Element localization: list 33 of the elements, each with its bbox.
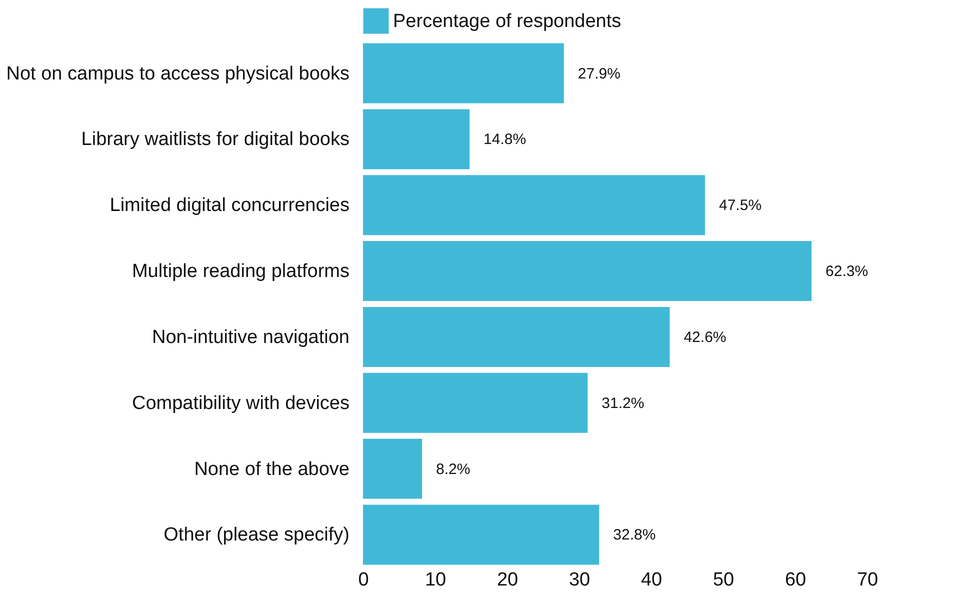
bar bbox=[363, 372, 588, 433]
data-label: 32.8% bbox=[613, 526, 656, 544]
bar bbox=[363, 504, 600, 565]
y-tick-label: Library waitlists for digital books bbox=[81, 129, 350, 150]
data-label: 31.2% bbox=[602, 394, 644, 412]
x-tick-label: 30 bbox=[568, 570, 590, 590]
data-label: 27.9% bbox=[578, 65, 620, 82]
x-tick-label: 70 bbox=[856, 570, 878, 590]
x-tick-label: 40 bbox=[640, 570, 662, 590]
y-tick-label: Not on campus to access physical books bbox=[6, 63, 350, 84]
data-label: 14.8% bbox=[484, 131, 526, 148]
y-tick-label: None of the above bbox=[194, 458, 350, 480]
bar bbox=[363, 43, 564, 104]
bar bbox=[363, 109, 470, 170]
data-label: 42.6% bbox=[684, 328, 726, 346]
y-tick-label: Multiple reading platforms bbox=[132, 261, 350, 282]
y-tick-label: Other (please specify) bbox=[164, 524, 350, 546]
x-tick-label: 50 bbox=[712, 570, 734, 590]
y-tick-label: Compatibility with devices bbox=[132, 392, 350, 414]
y-tick-label: Limited digital concurrencies bbox=[110, 195, 350, 216]
data-label: 8.2% bbox=[436, 460, 470, 478]
bar bbox=[363, 306, 670, 367]
data-label: 62.3% bbox=[826, 263, 868, 280]
x-tick-label: 10 bbox=[424, 570, 446, 590]
legend-label: Percentage of respondents bbox=[393, 11, 622, 32]
bar bbox=[363, 241, 812, 302]
bar bbox=[363, 175, 705, 236]
x-tick-label: 60 bbox=[784, 570, 806, 590]
x-tick-label: 20 bbox=[496, 570, 518, 590]
x-tick-label: 0 bbox=[358, 570, 369, 590]
data-label: 47.5% bbox=[719, 197, 762, 214]
y-tick-label: Non-intuitive navigation bbox=[152, 326, 350, 348]
bar bbox=[363, 438, 422, 499]
